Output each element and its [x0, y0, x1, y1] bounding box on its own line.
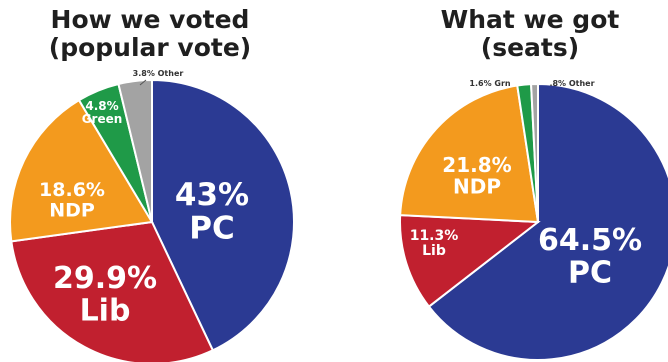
pie-slice-pc	[151, 78, 295, 352]
chart-title-popular-vote: How we voted (popular vote)	[25, 6, 275, 62]
slice-name-label: NDP	[453, 175, 501, 199]
pie-slice-ndp	[8, 98, 154, 243]
pie-slice-pc	[427, 82, 668, 361]
pie-slice-lib	[399, 214, 541, 308]
slice-value-label: 29.9%	[53, 261, 157, 296]
slice-value-label: 43%	[175, 177, 249, 213]
chart-title-line: How we voted	[50, 5, 250, 34]
slice-label-green: 1.6% Grn	[469, 79, 510, 88]
slice-value-label: 64.5%	[538, 223, 642, 258]
chart-title-line: (seats)	[480, 33, 580, 62]
slice-name-label: Lib	[80, 293, 131, 328]
chart-title-seats: What we got (seats)	[410, 6, 650, 62]
slice-value-label: 21.8%	[442, 153, 511, 177]
chart-title-line: What we got	[440, 5, 620, 34]
slice-label-lib: 11.3% Lib	[410, 228, 459, 259]
slice-label-other: 3.8% Other	[133, 69, 184, 78]
slice-value-label: 11.3%	[410, 228, 459, 244]
slice-label-ndp: 18.6% NDP	[39, 179, 105, 222]
slice-label-lib: 29.9% Lib	[53, 261, 157, 328]
slice-value-label: 18.6%	[39, 179, 105, 201]
slice-name-label: NDP	[49, 200, 95, 222]
slice-label-pc: 64.5% PC	[538, 223, 642, 290]
pie-slice-other	[117, 78, 153, 223]
slice-label-other: .8% Other	[549, 79, 594, 88]
pie-slice-lib	[10, 220, 215, 362]
pie-chart: 43% PC 29.9% Lib 18.6% NDP 4.8% Green 3.8% Other	[8, 69, 295, 362]
pie-slice-ndp	[399, 84, 540, 224]
slice-label-ndp: 21.8% NDP	[442, 153, 511, 199]
pie-slice-other	[530, 82, 539, 223]
slice-name-label: Lib	[422, 243, 446, 259]
slice-label-green: 4.8% Green	[82, 99, 123, 126]
pie-chart: 64.5% PC 11.3% Lib 21.8% NDP 1.6% Grn .8% Other	[399, 79, 668, 361]
slice-name-label: PC	[189, 210, 234, 246]
leader-line-other	[139, 79, 147, 86]
slice-name-label: PC	[568, 255, 612, 290]
slice-label-pc: 43% PC	[175, 177, 249, 246]
slice-value-label: 4.8%	[85, 99, 118, 113]
chart-title-line: (popular vote)	[48, 33, 252, 62]
slice-name-label: Green	[82, 112, 123, 126]
